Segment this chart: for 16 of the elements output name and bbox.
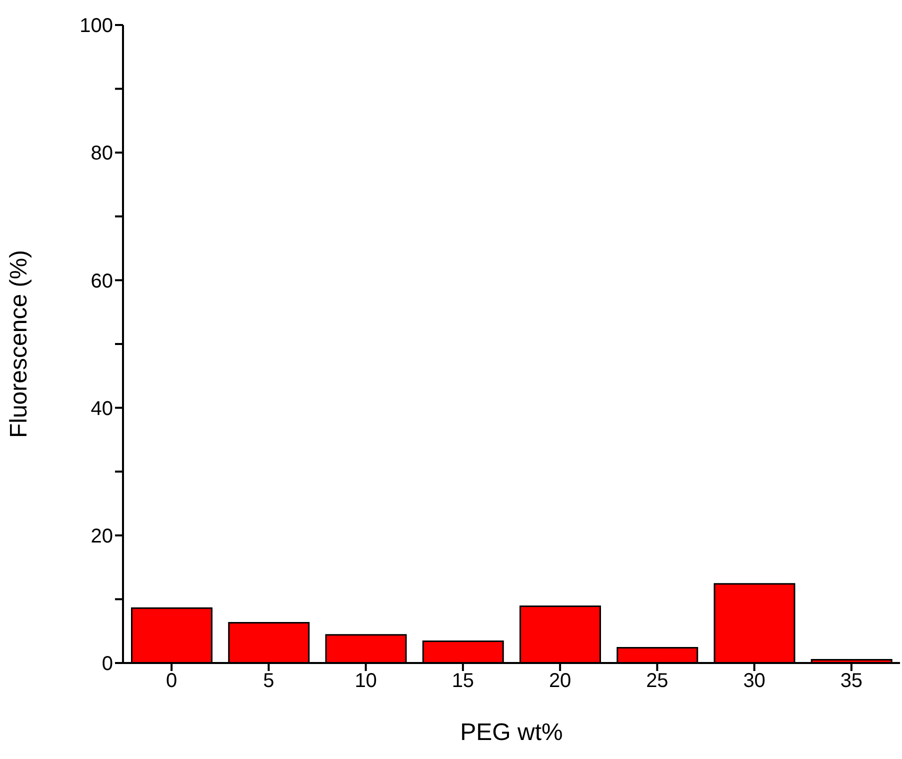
x-tick-label: 10 bbox=[354, 670, 377, 692]
x-tick-label: 15 bbox=[452, 670, 474, 692]
y-tick-label: 60 bbox=[90, 270, 113, 292]
x-tick-label: 0 bbox=[166, 670, 178, 692]
x-tick-label: 35 bbox=[840, 670, 863, 692]
x-axis-title: PEG wt% bbox=[460, 719, 563, 746]
y-tick-label: 40 bbox=[90, 398, 113, 420]
y-tick-label: 0 bbox=[102, 653, 113, 676]
y-tick-label: 80 bbox=[90, 142, 113, 165]
y-tick-label: 20 bbox=[90, 526, 113, 548]
x-tick-label: 25 bbox=[646, 670, 668, 692]
x-tick-label: 20 bbox=[548, 670, 572, 692]
y-tick-label: 100 bbox=[80, 15, 113, 38]
x-tick-label: 5 bbox=[263, 670, 274, 692]
x-tick-label: 30 bbox=[743, 670, 766, 692]
y-axis-title: Fluorescence (%) bbox=[6, 250, 33, 438]
